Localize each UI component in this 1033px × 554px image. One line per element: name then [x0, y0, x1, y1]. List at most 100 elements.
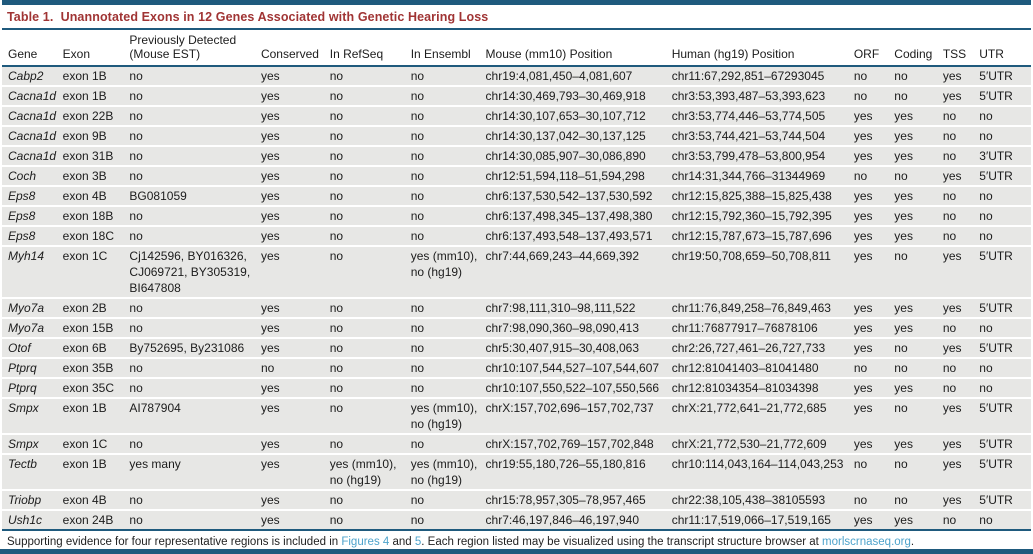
cell-gene: Coch	[2, 167, 59, 187]
cell-conserved: yes	[256, 147, 326, 167]
cell-in-ensembl: no	[406, 167, 482, 187]
cell-coding: yes	[890, 207, 939, 227]
cell-coding: no	[890, 399, 939, 435]
table-row: Tectb exon 1B yes many yes yes (mm10), no (h…	[2, 455, 1031, 491]
cell-previously-detected: Cj142596, BY016326, CJ069721, BY305319, …	[125, 247, 257, 299]
cell-conserved: yes	[256, 67, 326, 87]
cell-in-ensembl: no	[406, 227, 482, 247]
cell-gene: Triobp	[2, 491, 59, 511]
cell-gene: Eps8	[2, 227, 59, 247]
cell-coding: no	[890, 167, 939, 187]
cell-mouse-position: chr10:107,544,527–107,544,607	[481, 359, 668, 379]
cell-utr: 5′UTR	[975, 339, 1031, 359]
cell-gene: Ush1c	[2, 511, 59, 531]
cell-previously-detected: no	[125, 207, 257, 227]
cell-in-refseq: no	[325, 491, 407, 511]
cell-gene: Cacna1d	[2, 127, 59, 147]
cell-coding: no	[890, 339, 939, 359]
cell-exon: exon 18B	[58, 207, 126, 227]
cell-gene: Cacna1d	[2, 87, 59, 107]
cell-previously-detected: no	[125, 67, 257, 87]
cell-human-position: chr10:114,043,164–114,043,253	[667, 455, 850, 491]
cell-in-ensembl: yes (mm10), no (hg19)	[406, 399, 482, 435]
table-row: Myo7a exon 2B no yes no no chr7:98,111,310–98,…	[2, 299, 1031, 319]
cell-gene: Smpx	[2, 399, 59, 435]
cell-previously-detected: no	[125, 435, 257, 455]
cell-exon: exon 4B	[58, 491, 126, 511]
cell-in-refseq: no	[325, 147, 407, 167]
cell-in-ensembl: no	[406, 435, 482, 455]
cell-exon: exon 6B	[58, 339, 126, 359]
cell-mouse-position: chr6:137,530,542–137,530,592	[481, 187, 668, 207]
cell-in-refseq: no	[325, 379, 407, 399]
cell-previously-detected: no	[125, 359, 257, 379]
cell-human-position: chr11:67,292,851–67293045	[667, 67, 850, 87]
cell-orf: no	[849, 491, 891, 511]
cell-exon: exon 35C	[58, 379, 126, 399]
cell-previously-detected: By752695, By231086	[125, 339, 257, 359]
table-row: Cacna1d exon 9B no yes no no chr14:30,137,042–…	[2, 127, 1031, 147]
footnote-link-morlscrnaseq[interactable]: morlscrnaseq.org	[822, 536, 911, 548]
cell-previously-detected: BG081059	[125, 187, 257, 207]
cell-gene: Smpx	[2, 435, 59, 455]
cell-previously-detected: no	[125, 107, 257, 127]
cell-coding: yes	[890, 227, 939, 247]
cell-in-ensembl: no	[406, 67, 482, 87]
cell-in-ensembl: no	[406, 147, 482, 167]
table-row: Eps8 exon 18C no yes no no chr6:137,493,548–13…	[2, 227, 1031, 247]
cell-gene: Eps8	[2, 187, 59, 207]
footnote-text: and	[389, 536, 415, 548]
cell-conserved: yes	[256, 379, 326, 399]
cell-exon: exon 22B	[58, 107, 126, 127]
cell-conserved: yes	[256, 511, 326, 531]
cell-exon: exon 24B	[58, 511, 126, 531]
cell-tss: yes	[938, 435, 976, 455]
cell-in-refseq: no	[325, 319, 407, 339]
cell-human-position: chr12:15,787,673–15,787,696	[667, 227, 850, 247]
footnote-link-figure-4[interactable]: Figures 4	[341, 536, 390, 548]
cell-in-ensembl: no	[406, 319, 482, 339]
cell-tss: no	[938, 227, 976, 247]
table-row: Ptprq exon 35C no yes no no chr10:107,550,522–…	[2, 379, 1031, 399]
cell-human-position: chr22:38,105,438–38105593	[667, 491, 850, 511]
cell-in-ensembl: no	[406, 491, 482, 511]
cell-orf: yes	[849, 379, 891, 399]
cell-gene: Ptprq	[2, 359, 59, 379]
cell-in-refseq: no	[325, 207, 407, 227]
cell-orf: yes	[849, 127, 891, 147]
cell-utr: no	[975, 227, 1031, 247]
cell-tss: no	[938, 207, 976, 227]
table-row: Ush1c exon 24B no yes no no chr7:46,197,846–46…	[2, 511, 1031, 531]
cell-in-ensembl: yes (mm10), no (hg19)	[406, 247, 482, 299]
cell-orf: no	[849, 359, 891, 379]
cell-in-refseq: no	[325, 227, 407, 247]
cell-gene: Myh14	[2, 247, 59, 299]
cell-in-ensembl: no	[406, 127, 482, 147]
cell-exon: exon 18C	[58, 227, 126, 247]
cell-mouse-position: chr19:4,081,450–4,081,607	[481, 67, 668, 87]
cell-previously-detected: no	[125, 299, 257, 319]
cell-human-position: chrX:21,772,530–21,772,609	[667, 435, 850, 455]
cell-conserved: yes	[256, 491, 326, 511]
footnote-link-figure-5[interactable]: 5	[414, 536, 422, 548]
column-header-coding: Coding	[890, 30, 939, 67]
cell-previously-detected: yes many	[125, 455, 257, 491]
footnote-text: .	[910, 536, 915, 548]
cell-gene: Ptprq	[2, 379, 59, 399]
cell-gene: Otof	[2, 339, 59, 359]
cell-in-ensembl: no	[406, 107, 482, 127]
cell-coding: yes	[890, 107, 939, 127]
cell-orf: no	[849, 167, 891, 187]
cell-mouse-position: chr5:30,407,915–30,408,063	[481, 339, 668, 359]
cell-conserved: yes	[256, 435, 326, 455]
cell-in-refseq: no	[325, 127, 407, 147]
cell-human-position: chr3:53,744,421–53,744,504	[667, 127, 850, 147]
table-row: Cabp2 exon 1B no yes no no chr19:4,081,450–4,0…	[2, 67, 1031, 87]
cell-in-refseq: no	[325, 107, 407, 127]
cell-conserved: yes	[256, 227, 326, 247]
cell-orf: no	[849, 455, 891, 491]
cell-in-refseq: no	[325, 247, 407, 299]
cell-coding: yes	[890, 319, 939, 339]
cell-orf: yes	[849, 511, 891, 531]
cell-conserved: yes	[256, 319, 326, 339]
